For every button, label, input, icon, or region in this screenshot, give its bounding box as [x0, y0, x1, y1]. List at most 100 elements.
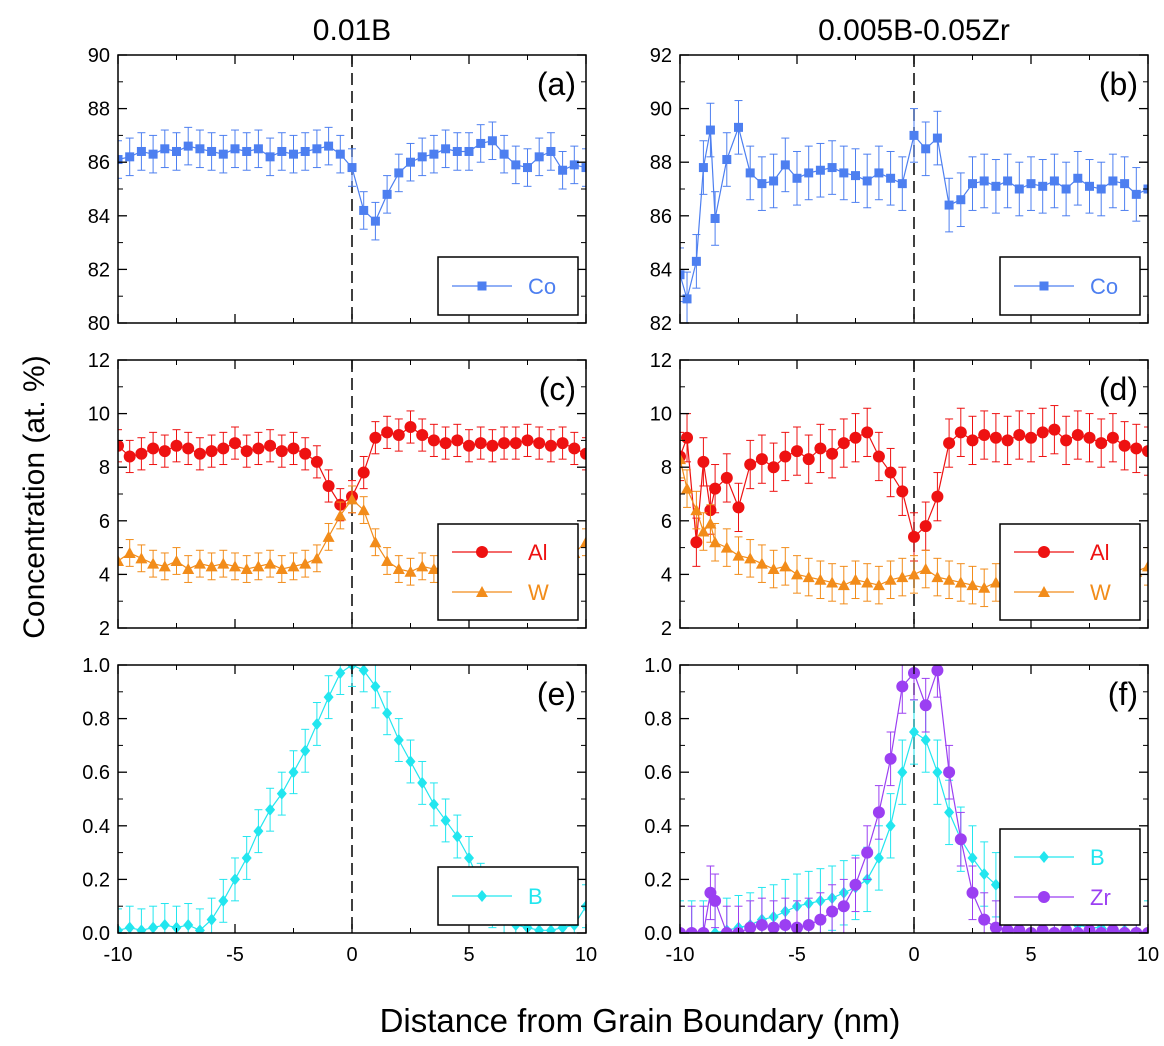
y-tick-label: 10 — [88, 404, 110, 426]
x-tick-label: -10 — [104, 944, 133, 966]
data-point — [533, 437, 546, 450]
series-b — [118, 665, 586, 933]
data-point — [158, 560, 171, 572]
data-point — [194, 924, 205, 933]
data-point — [720, 471, 733, 484]
data-point — [967, 851, 978, 864]
data-series — [118, 121, 586, 241]
x-tick-label: -5 — [226, 944, 244, 966]
data-point — [123, 450, 136, 463]
data-point — [1118, 927, 1131, 933]
data-point — [474, 437, 487, 450]
data-point — [896, 680, 909, 693]
data-point — [195, 144, 205, 154]
data-point — [814, 573, 827, 585]
y-tick-label: 8 — [661, 457, 672, 479]
data-point — [369, 431, 382, 444]
data-point — [1108, 176, 1118, 186]
data-point — [230, 144, 240, 154]
data-point — [851, 171, 860, 181]
data-point — [943, 437, 956, 450]
data-point — [207, 146, 217, 156]
data-point — [381, 555, 394, 566]
legend-label: Al — [528, 540, 548, 565]
data-point — [253, 144, 263, 154]
data-point — [966, 434, 979, 447]
data-point — [1036, 924, 1049, 933]
y-tick-label: 0.6 — [644, 762, 672, 784]
data-point — [182, 442, 195, 455]
data-point — [690, 536, 703, 549]
data-point — [767, 563, 780, 575]
legend-marker — [1038, 586, 1050, 597]
data-point — [300, 146, 310, 156]
data-point — [310, 552, 323, 564]
data-point — [287, 442, 300, 455]
legend-label: B — [1090, 845, 1105, 870]
data-point — [849, 431, 862, 444]
data-point — [978, 913, 991, 926]
data-point — [347, 163, 357, 173]
data-point — [931, 571, 944, 583]
data-point — [335, 667, 346, 680]
column-title-left: 0.01B — [313, 14, 391, 47]
data-point — [802, 571, 815, 583]
panel-a: 80 82 84 86 88 90 (a) Co — [88, 45, 587, 335]
data-point — [427, 563, 440, 575]
data-point — [346, 493, 358, 505]
x-tick-label: 10 — [575, 944, 597, 966]
data-point — [944, 200, 954, 210]
data-point — [767, 461, 780, 474]
data-point — [804, 168, 814, 178]
y-tick-label: 82 — [650, 313, 672, 335]
data-point — [1038, 181, 1048, 191]
data-point — [872, 450, 885, 463]
data-point — [779, 918, 792, 931]
data-point — [499, 149, 509, 159]
data-point — [956, 195, 966, 205]
data-point — [885, 819, 896, 832]
panel-label: (b) — [1099, 66, 1138, 102]
data-point — [476, 138, 486, 148]
data-point — [240, 563, 253, 575]
y-tick-label: 4 — [661, 564, 672, 586]
data-point — [521, 434, 534, 447]
data-point — [288, 766, 299, 779]
y-tick-label: 82 — [88, 259, 110, 281]
data-point — [931, 490, 944, 503]
data-point — [1083, 431, 1096, 444]
data-point — [335, 149, 345, 159]
y-tick-label: 0.2 — [82, 869, 110, 891]
data-point — [393, 734, 404, 747]
data-point — [680, 453, 686, 465]
panel-c: 2 4 6 8 10 12 (c) Al W — [88, 350, 587, 640]
data-point — [382, 707, 393, 720]
data-point — [839, 168, 849, 178]
data-point — [544, 439, 557, 452]
data-point — [1130, 927, 1143, 933]
data-point — [580, 447, 586, 460]
data-point — [1096, 184, 1106, 194]
panel-b: 82 84 86 88 90 92 (b) Co — [650, 45, 1149, 335]
data-point — [697, 525, 710, 537]
data-point — [978, 429, 991, 442]
data-point — [148, 149, 158, 159]
y-tick-label: 1.0 — [644, 655, 672, 677]
data-point — [568, 442, 581, 455]
data-point — [769, 176, 779, 186]
data-point — [705, 125, 715, 135]
data-point — [849, 573, 862, 585]
data-point — [429, 149, 439, 159]
column-title-right: 0.005B-0.05Zr — [818, 14, 1010, 47]
panel-label: (c) — [539, 371, 576, 407]
y-tick-label: 0.0 — [644, 923, 672, 945]
data-point — [357, 504, 370, 516]
x-axis-label: Distance from Grain Boundary (nm) — [380, 1002, 901, 1039]
data-point — [1060, 434, 1073, 447]
data-point — [979, 868, 990, 881]
data-point — [837, 437, 850, 450]
data-point — [463, 439, 475, 452]
data-point — [417, 152, 427, 162]
y-tick-label: 1.0 — [82, 655, 110, 677]
